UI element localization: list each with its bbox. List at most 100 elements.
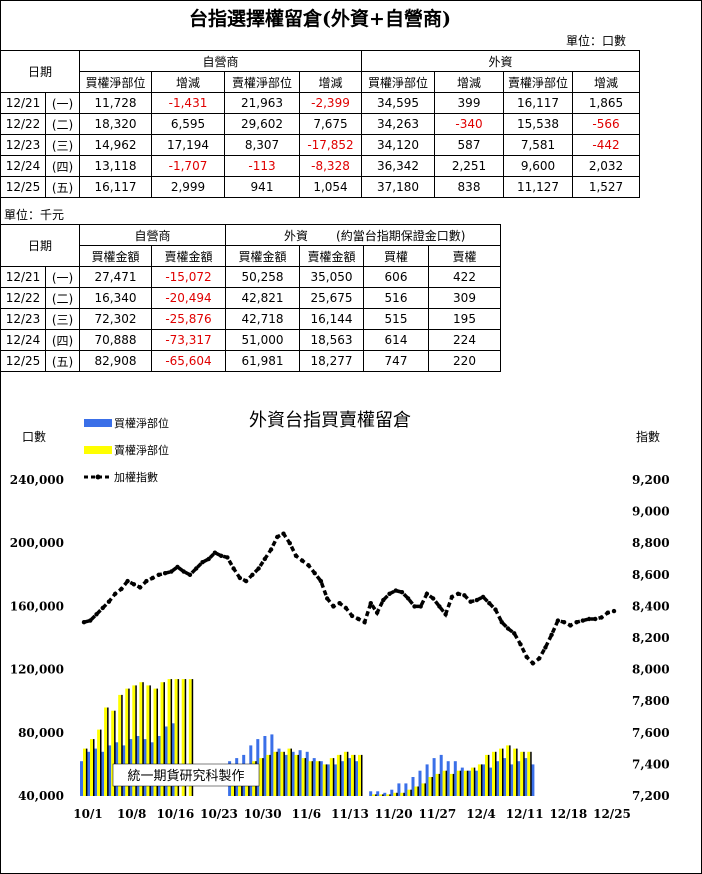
index-point [561, 620, 567, 625]
bar-shadow [473, 767, 476, 796]
put-position-bar [470, 767, 474, 796]
bar-shadow [135, 685, 137, 796]
row-weekday: (四) [45, 155, 80, 177]
put-position-bar [287, 748, 291, 796]
index-point [381, 597, 386, 603]
table-cell: 18,320 [79, 113, 152, 135]
index-line [83, 531, 615, 666]
index-point [181, 569, 186, 574]
index-point [225, 555, 230, 560]
row-date: 12/21 [0, 266, 46, 288]
index-point [437, 604, 442, 609]
y-tick-label: 120,000 [10, 663, 64, 677]
index-point [300, 558, 305, 563]
group-header: 外資 (約當台指期保證金口數) [225, 224, 501, 246]
index-point [275, 534, 280, 540]
put-position-bar [393, 792, 397, 796]
call-position-bar [404, 783, 408, 796]
call-position-bar [496, 761, 500, 796]
call-position-bar [439, 754, 443, 796]
table-cell: 42,718 [225, 308, 300, 330]
index-point [512, 631, 517, 636]
table-cell: 587 [434, 134, 504, 156]
put-position-bar [301, 758, 305, 796]
table-cell: 1,865 [572, 92, 640, 114]
bar-shadow [128, 688, 130, 796]
call-position-bar [446, 761, 450, 796]
call-position-bar [326, 764, 330, 796]
index-point [418, 604, 423, 609]
row-weekday: (一) [45, 266, 80, 288]
legend-swatch [84, 446, 112, 454]
date-header: 日期 [0, 224, 80, 267]
table-cell: -73,317 [151, 329, 226, 351]
table-cell: -25,876 [151, 308, 226, 330]
put-position-bar [111, 710, 115, 796]
call-position-bar [171, 723, 175, 796]
y2-tick-label: 8,000 [632, 663, 670, 677]
table-cell: 35,050 [299, 266, 364, 288]
put-position-bar [294, 754, 298, 796]
call-position-bar [263, 736, 267, 796]
bar-shadow [410, 789, 412, 796]
put-position-bar [456, 770, 460, 796]
call-position-bar [298, 750, 302, 796]
put-position-bar [132, 685, 136, 796]
index-point [293, 553, 299, 558]
bar-shadow [389, 794, 391, 796]
put-position-bar [407, 789, 411, 796]
call-position-bar [340, 761, 344, 796]
put-position-bar [527, 751, 531, 796]
index-point [543, 645, 548, 650]
table-cell: 220 [428, 350, 501, 372]
bar-shadow [403, 792, 405, 796]
index-point [599, 615, 604, 620]
bar-shadow [382, 794, 384, 796]
bar-shadow [290, 748, 292, 796]
put-position-bar [160, 682, 164, 796]
index-point [144, 578, 149, 584]
table-cell: 8,307 [224, 134, 300, 156]
row-weekday: (二) [45, 287, 80, 309]
put-position-bar [181, 679, 185, 796]
index-point [306, 563, 311, 568]
put-position-bar [372, 794, 376, 796]
bar-shadow [170, 679, 173, 796]
index-point [356, 616, 361, 622]
call-position-bar [503, 758, 507, 796]
column-header: 買權金額 [225, 245, 300, 267]
y-tick-label: 160,000 [10, 599, 64, 613]
index-point [337, 601, 342, 606]
bar-shadow [459, 770, 462, 796]
legend-swatch [84, 419, 112, 427]
index-point [362, 620, 367, 625]
index-point [231, 566, 236, 571]
table2-unit-label: 單位：千元 [4, 208, 65, 222]
row-date: 12/24 [0, 155, 46, 177]
put-position-bar [336, 754, 340, 796]
column-header: 買權淨部位 [79, 71, 152, 93]
index-point [81, 620, 87, 625]
call-position-bar [531, 764, 535, 796]
call-position-bar [108, 745, 112, 796]
column-header: 增減 [572, 71, 640, 93]
bar-shadow [121, 694, 123, 796]
bar-shadow [100, 729, 102, 796]
x-tick-label: 10/16 [156, 807, 194, 821]
table-cell: 7,675 [299, 113, 362, 135]
index-point [262, 556, 267, 562]
table-cell: 2,032 [572, 155, 640, 177]
margin-note-header: (約當台指期保證金口數) [336, 228, 466, 243]
row-weekday: (五) [45, 350, 80, 372]
index-point [131, 582, 137, 587]
index-point [137, 585, 143, 590]
call-position-bar [355, 761, 359, 796]
index-point [505, 626, 511, 631]
bar-shadow [311, 761, 314, 796]
x-tick-label: 10/8 [117, 807, 146, 821]
x-tick-label: 11/20 [375, 807, 413, 821]
position-table: 日期 自營商 外資 買權淨部位 增減 賣權淨部位 增減 買權淨部位 增減 賣權淨部位 增減 12/21… [0, 50, 640, 198]
table-cell: 9,600 [503, 155, 573, 177]
put-position-bar [266, 754, 270, 796]
bar-shadow [262, 758, 264, 796]
